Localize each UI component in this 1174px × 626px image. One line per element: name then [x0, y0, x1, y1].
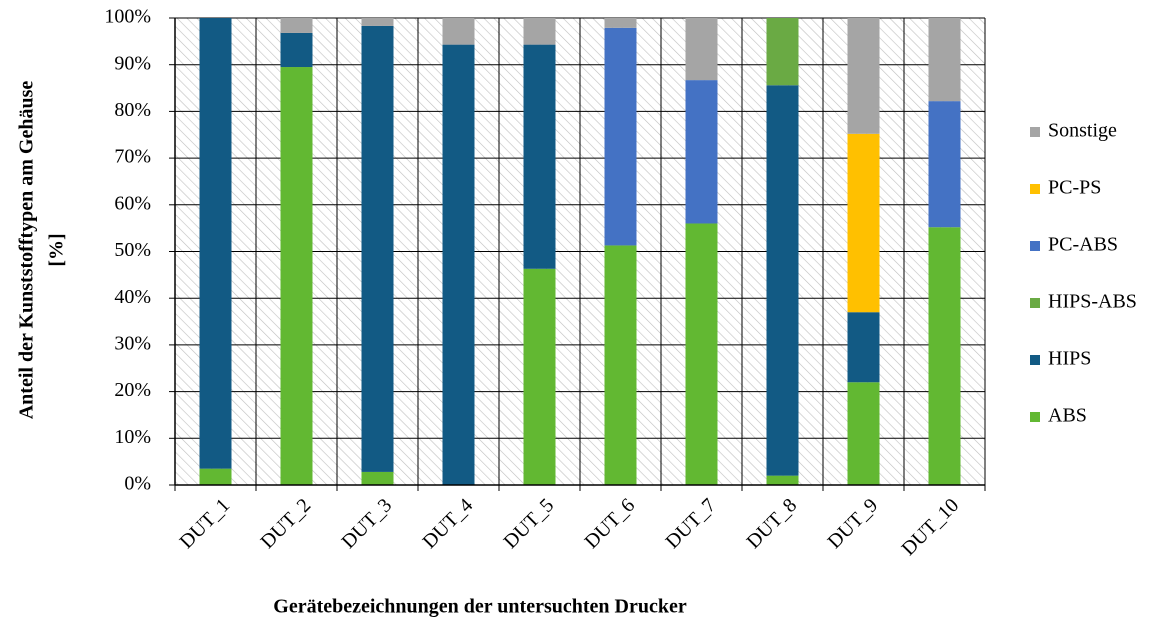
y-tick-label: 100%: [104, 6, 151, 28]
bar-segment: [442, 18, 475, 45]
bar-segment: [361, 25, 394, 472]
bar-segment: [685, 80, 718, 224]
legend-label: PC-PS: [1048, 177, 1101, 199]
bar-segment: [928, 101, 961, 228]
y-tick-label: 30%: [114, 332, 151, 354]
bar-segment: [199, 18, 232, 469]
x-tick-label: DUT_2: [257, 494, 316, 553]
legend-label: ABS: [1048, 405, 1087, 427]
bar-segment: [280, 18, 313, 33]
legend-swatch: [1030, 355, 1040, 365]
bar-segment: [280, 67, 313, 485]
x-tick-label: DUT_7: [662, 494, 721, 553]
legend-swatch: [1030, 184, 1040, 194]
y-tick-label: 0%: [124, 473, 151, 495]
bar-segment: [928, 227, 961, 485]
bar-segment: [847, 133, 880, 313]
bar-segment: [847, 312, 880, 383]
x-tick-label: DUT_4: [419, 494, 478, 553]
y-tick-label: 50%: [114, 239, 151, 261]
legend-label: HIPS-ABS: [1048, 291, 1137, 313]
legend-swatch: [1030, 298, 1040, 308]
y-axis-title: Anteil der Kunststofftypen am Gehäuse: [16, 81, 38, 420]
x-axis-title: Gerätebezeichnungen der untersuchten Dru…: [273, 596, 687, 618]
bar-segment: [199, 468, 232, 485]
bar-segment: [766, 85, 799, 476]
bar-segment: [928, 18, 961, 102]
legend-label: Sonstige: [1048, 120, 1117, 142]
bar-segment: [604, 245, 637, 485]
bar-segment: [766, 475, 799, 485]
bar-segment: [523, 268, 556, 485]
legend-swatch: [1030, 127, 1040, 137]
y-tick-label: 10%: [114, 426, 151, 448]
bar-segment: [685, 223, 718, 486]
y-axis-title: [%]: [46, 233, 68, 266]
y-tick-label: 70%: [114, 146, 151, 168]
bar-segment: [442, 44, 475, 486]
bar-segment: [361, 471, 394, 485]
legend-label: HIPS: [1048, 348, 1091, 370]
bar-segment: [847, 18, 880, 134]
x-tick-label: DUT_6: [581, 494, 640, 553]
y-tick-label: 80%: [114, 99, 151, 121]
x-tick-label: DUT_10: [897, 494, 963, 560]
y-tick-label: 60%: [114, 192, 151, 214]
bar-segment: [523, 44, 556, 269]
bar-segment: [604, 18, 637, 28]
legend-swatch: [1030, 241, 1040, 251]
bar-segment: [280, 32, 313, 68]
x-tick-label: DUT_9: [824, 494, 883, 553]
bar-segment: [361, 18, 394, 26]
legend-swatch: [1030, 412, 1040, 422]
x-tick-label: DUT_3: [338, 494, 397, 553]
x-tick-label: DUT_8: [743, 494, 802, 553]
bar-segment: [766, 18, 799, 86]
bar-segment: [604, 27, 637, 246]
x-tick-label: DUT_1: [176, 494, 235, 553]
legend-label: PC-ABS: [1048, 234, 1118, 256]
bar-segment: [685, 18, 718, 81]
x-tick-label: DUT_5: [500, 494, 559, 553]
y-tick-label: 90%: [114, 52, 151, 74]
y-tick-label: 40%: [114, 286, 151, 308]
bar-segment: [523, 18, 556, 45]
bar-segment: [847, 382, 880, 485]
y-tick-label: 20%: [114, 379, 151, 401]
